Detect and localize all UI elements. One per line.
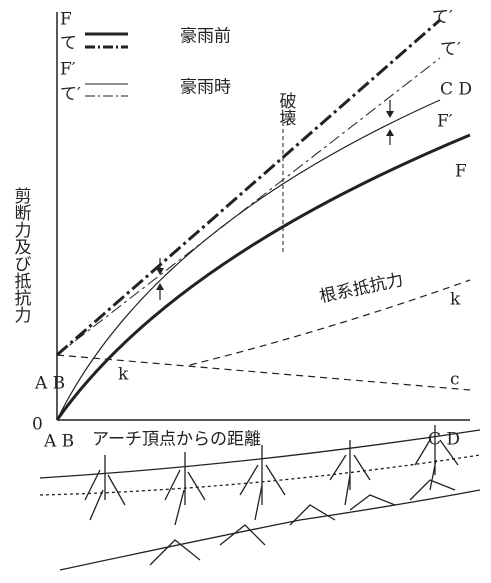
origin-label: 0 xyxy=(32,415,43,435)
curve-label: て′ xyxy=(440,40,461,60)
x-axis-label: アーチ頂点からの距離 xyxy=(92,430,261,450)
curve-label: 根系抵抗力 xyxy=(318,270,405,307)
curve-label: k xyxy=(450,290,461,310)
x-start-label: A B xyxy=(43,432,74,452)
curve-label: て′ xyxy=(432,8,453,28)
curve-label: F xyxy=(455,162,467,182)
y-axis-label: 剪断力及び抵抗力 xyxy=(11,187,32,323)
f-before-curve xyxy=(55,133,471,421)
legend-label: 豪雨前 xyxy=(180,26,231,47)
f-during-curve xyxy=(56,99,441,421)
legend-symbol: て′ xyxy=(60,85,81,105)
legend-label: 豪雨時 xyxy=(180,77,231,98)
curve-label: k xyxy=(118,365,129,385)
failure-label: 破壊 xyxy=(276,92,297,126)
tau-during-curve xyxy=(56,57,441,356)
arrows xyxy=(159,100,391,300)
legend-symbol: て xyxy=(60,34,77,54)
c-curve xyxy=(56,354,471,391)
curve-label: c xyxy=(450,370,460,390)
curve-label: C D xyxy=(440,80,472,100)
tau-before-curve xyxy=(56,18,441,357)
legend-symbol: F xyxy=(60,10,72,30)
curve-label: A B xyxy=(34,374,65,394)
k-curve xyxy=(189,279,471,366)
legend-symbol: F′ xyxy=(60,60,76,80)
root-sketch xyxy=(39,425,481,571)
curve-label: F′ xyxy=(437,112,453,132)
arrow-heads xyxy=(156,111,394,290)
